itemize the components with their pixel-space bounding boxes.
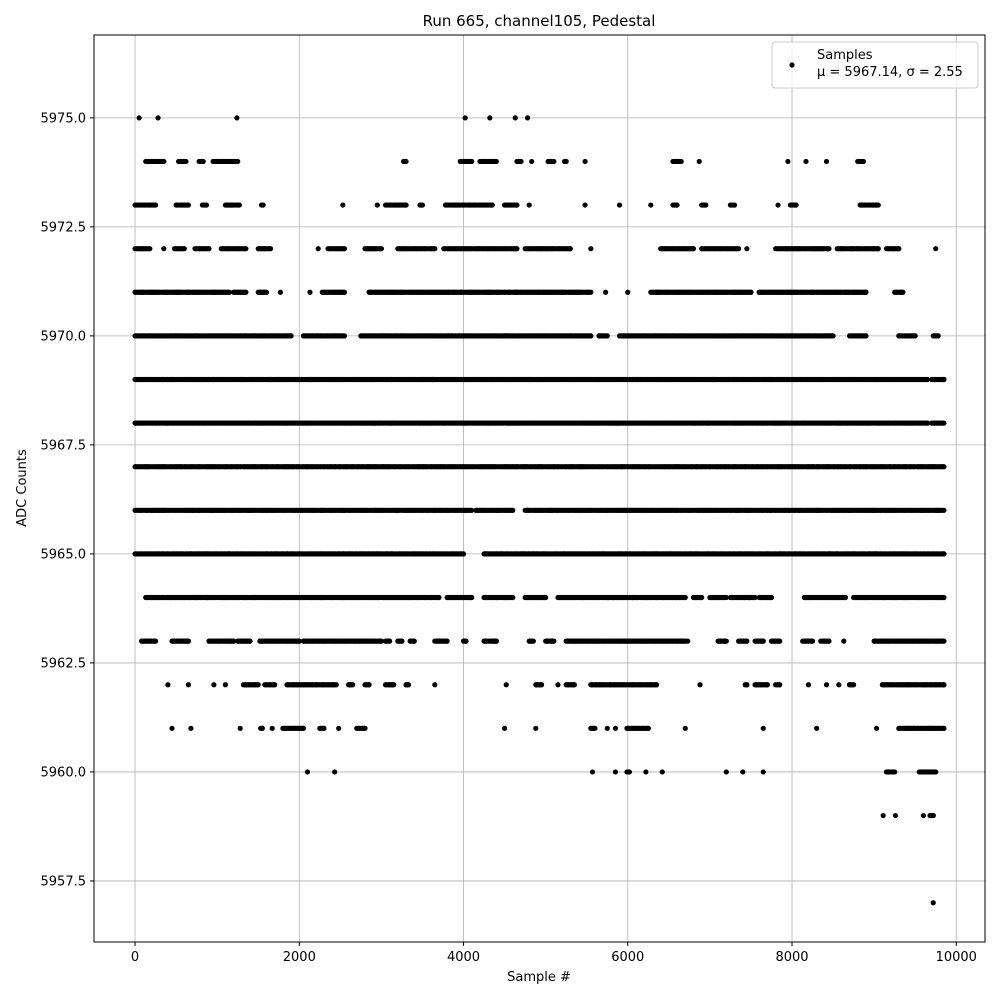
data-point (183, 158, 189, 165)
data-point (469, 158, 475, 165)
data-point (924, 376, 931, 383)
data-point (203, 202, 210, 208)
data-point (147, 246, 153, 252)
data-point (462, 115, 468, 121)
data-point (588, 289, 594, 295)
data-point (830, 333, 836, 339)
data-point (529, 158, 535, 165)
data-point (690, 246, 697, 252)
data-point (588, 246, 594, 252)
data-point (181, 246, 187, 252)
data-point (340, 202, 346, 208)
data-point (155, 115, 161, 121)
data-point (226, 289, 233, 295)
data-point (567, 246, 573, 252)
data-point (603, 289, 609, 295)
data-point (487, 115, 493, 121)
data-point (493, 158, 499, 165)
data-point (514, 246, 520, 252)
data-point (263, 289, 270, 295)
data-point (935, 333, 941, 339)
data-point (136, 115, 142, 121)
data-point (648, 202, 654, 208)
data-point (243, 289, 249, 295)
data-point (526, 202, 532, 208)
data-point (419, 202, 426, 208)
chart-title: Run 665, channel105, Pedestal (423, 12, 656, 30)
data-point (510, 507, 516, 513)
data-point (518, 158, 524, 165)
data-point (823, 158, 830, 165)
data-point (625, 289, 631, 295)
data-point (514, 202, 520, 208)
data-point (341, 289, 348, 295)
data-point (152, 202, 159, 208)
data-point (941, 464, 947, 470)
data-point (703, 202, 709, 208)
data-point (896, 246, 902, 252)
data-point (875, 246, 881, 252)
data-point (200, 158, 206, 165)
data-point (288, 333, 294, 339)
data-point (924, 420, 931, 426)
data-point (941, 420, 947, 426)
data-point (696, 158, 702, 165)
data-point (863, 333, 869, 339)
data-point (912, 333, 918, 339)
data-point (736, 246, 742, 252)
data-point (678, 158, 684, 165)
data-point (341, 246, 348, 252)
data-point (551, 158, 557, 165)
data-point (185, 202, 192, 208)
data-point (744, 246, 750, 252)
data-point (235, 158, 241, 165)
data-point (793, 202, 799, 208)
data-point (341, 333, 348, 339)
data-point (260, 202, 266, 208)
data-point (161, 158, 167, 165)
data-point (161, 246, 167, 252)
data-point (582, 158, 588, 165)
data-point (277, 289, 284, 295)
data-point (234, 115, 240, 121)
data-point (775, 202, 781, 208)
data-point (243, 246, 249, 252)
data-point (731, 202, 738, 208)
data-point (941, 376, 947, 383)
data-point (206, 246, 212, 252)
data-point (512, 115, 518, 121)
data-point (432, 246, 438, 252)
data-point (374, 202, 380, 208)
data-point (524, 115, 531, 121)
data-point (403, 158, 409, 165)
data-point (674, 202, 680, 208)
data-point (748, 289, 754, 295)
data-point (875, 202, 881, 208)
data-point (460, 551, 467, 557)
data-point (582, 202, 588, 208)
data-point (489, 202, 495, 208)
data-point (588, 333, 594, 339)
data-point (315, 246, 321, 252)
data-point (378, 246, 385, 252)
data-point (403, 202, 409, 208)
grid-layer (94, 35, 985, 942)
data-point (563, 158, 569, 165)
data-point (267, 246, 274, 252)
data-point (236, 202, 242, 208)
data-point (933, 246, 939, 252)
data-point (803, 158, 809, 165)
points-layer (132, 115, 947, 906)
data-point (604, 333, 610, 339)
data-point (785, 158, 791, 165)
data-point (863, 289, 869, 295)
data-point (860, 158, 867, 165)
data-point (616, 202, 623, 208)
data-point (307, 289, 313, 295)
data-point (900, 289, 906, 295)
data-point (826, 246, 832, 252)
data-point (941, 507, 947, 513)
